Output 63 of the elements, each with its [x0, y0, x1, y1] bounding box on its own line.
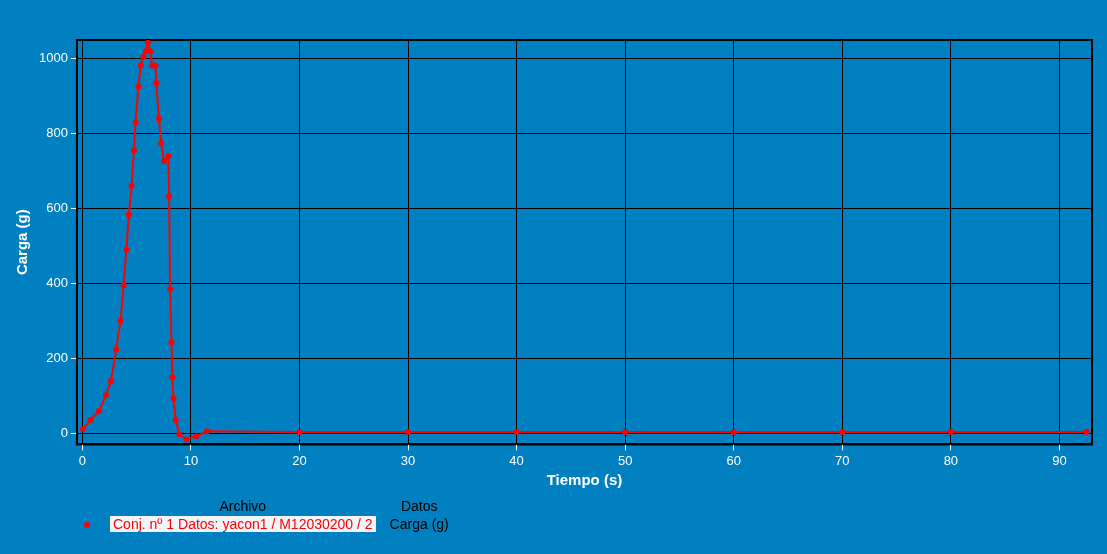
point — [170, 395, 177, 402]
y-tick-label: 1000 — [39, 50, 68, 66]
point — [113, 346, 120, 353]
point — [204, 428, 211, 435]
point — [730, 429, 737, 436]
point — [132, 119, 139, 126]
point — [1083, 429, 1090, 436]
point — [839, 429, 846, 436]
point — [120, 282, 127, 289]
point — [123, 246, 130, 253]
point — [108, 378, 115, 385]
x-tick-label: 0 — [78, 452, 86, 468]
point — [147, 48, 154, 55]
point — [102, 392, 109, 399]
point — [183, 436, 190, 443]
text: Datos — [399, 498, 439, 514]
x-axis-title: Tiempo (s) — [546, 471, 623, 489]
point — [168, 339, 175, 346]
y-tick-label: 0 — [60, 424, 68, 440]
point — [137, 62, 144, 69]
point — [165, 153, 172, 160]
point — [947, 429, 954, 436]
point — [144, 40, 151, 46]
point — [167, 286, 174, 293]
point — [513, 429, 520, 436]
point — [193, 433, 200, 440]
point — [117, 317, 124, 324]
x-tick-label: 40 — [509, 452, 524, 468]
point — [160, 158, 167, 165]
point — [130, 147, 137, 154]
point — [622, 429, 629, 436]
point — [176, 431, 183, 438]
x-tick-label: 80 — [943, 452, 959, 468]
point — [296, 429, 303, 436]
point — [87, 417, 94, 424]
point — [172, 417, 179, 424]
point — [153, 80, 160, 87]
point — [140, 53, 147, 60]
point — [158, 140, 165, 147]
point — [166, 193, 173, 200]
text: Carga (g) — [389, 516, 449, 532]
y-tick-label: 400 — [46, 274, 68, 290]
x-tick-label: 30 — [400, 452, 416, 468]
y-tick-label: 800 — [46, 125, 68, 141]
point — [128, 183, 135, 190]
x-tick-label: 20 — [292, 452, 307, 468]
point — [96, 408, 103, 415]
point — [405, 429, 412, 436]
legend-label: Conj. nº 1 Datos: yacon1 / M12030200 / 2 — [110, 516, 376, 532]
y-tick-label: 600 — [46, 200, 68, 216]
x-tick-label: 10 — [183, 452, 199, 468]
legend-title: Archivo — [218, 498, 268, 514]
y-axis-title: Carga (g) — [13, 209, 31, 276]
point — [80, 426, 87, 433]
point — [135, 83, 142, 90]
x-tick-label: 70 — [835, 452, 850, 468]
x-tick-label: 50 — [617, 452, 633, 468]
point — [155, 115, 162, 122]
point — [125, 211, 132, 218]
point — [169, 374, 176, 381]
x-tick-label: 60 — [726, 452, 741, 468]
x-tick-label: 90 — [1052, 452, 1067, 468]
y-tick-label: 200 — [46, 349, 68, 365]
